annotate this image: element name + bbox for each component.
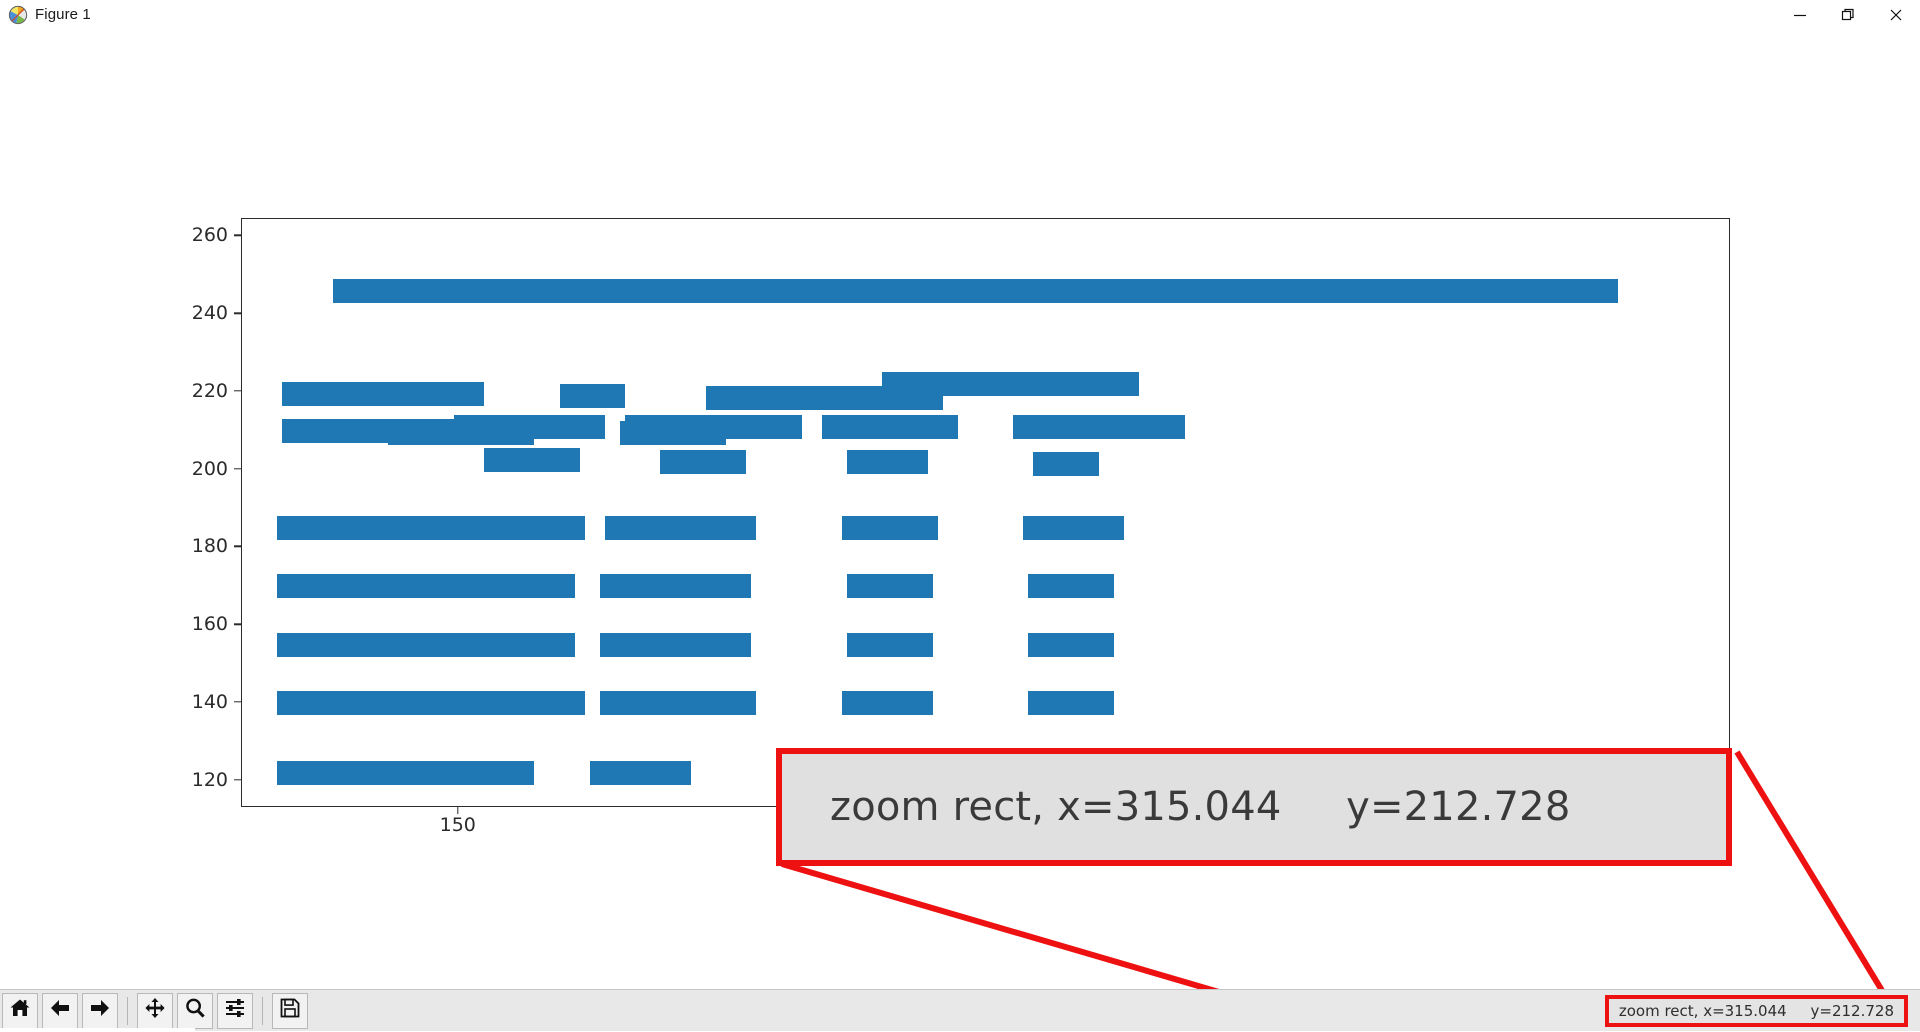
bar-segment	[1033, 452, 1099, 476]
pan-button[interactable]	[137, 993, 173, 1029]
bar-segment	[484, 516, 585, 540]
bar-segment	[822, 415, 958, 439]
bar-segment	[388, 421, 534, 445]
bar-segment	[706, 386, 943, 410]
toolbar-white-strip	[0, 1028, 195, 1032]
bar-segment	[282, 382, 484, 406]
home-button[interactable]	[2, 993, 38, 1029]
y-tick-label: 240	[192, 302, 228, 324]
bar-segment	[1028, 633, 1114, 657]
bar-segment	[560, 384, 626, 408]
y-tick-label: 200	[192, 458, 228, 480]
arrow-left-icon	[49, 997, 71, 1024]
window-title: Figure 1	[35, 6, 91, 23]
y-tick-label: 140	[192, 691, 228, 713]
bar-segment	[665, 574, 751, 598]
magnifier-icon	[184, 997, 206, 1024]
bar-segment	[1013, 415, 1184, 439]
bar-plot-area	[242, 219, 1729, 806]
y-tick-label: 220	[192, 380, 228, 402]
bar-segment	[660, 691, 756, 715]
y-tick-label: 180	[192, 535, 228, 557]
minimize-button[interactable]	[1776, 0, 1824, 30]
bar-segment	[1028, 574, 1114, 598]
configure-subplots-button[interactable]	[217, 993, 253, 1029]
y-tick-label: 160	[192, 613, 228, 635]
title-bar: Figure 1	[0, 0, 1920, 30]
bar-segment	[665, 516, 756, 540]
bar-segment	[847, 633, 933, 657]
bar-segment	[620, 421, 726, 445]
home-icon	[9, 997, 31, 1024]
y-tick-mark	[234, 468, 241, 469]
y-tick-mark	[234, 390, 241, 391]
back-button[interactable]	[42, 993, 78, 1029]
status-callout-text: zoom rect, x=315.044 y=212.728	[782, 784, 1570, 830]
y-tick-mark	[234, 701, 241, 702]
y-tick-mark	[234, 624, 241, 625]
bar-segment	[842, 691, 933, 715]
figure-canvas[interactable]: 260240220200180160140120150200250 zoom r…	[0, 30, 1920, 989]
y-tick-mark	[234, 546, 241, 547]
bar-segment	[484, 448, 580, 472]
maximize-button[interactable]	[1824, 0, 1872, 30]
status-callout-box: zoom rect, x=315.044 y=212.728	[776, 748, 1732, 866]
forward-button[interactable]	[82, 993, 118, 1029]
save-button[interactable]	[272, 993, 308, 1029]
bar-segment	[847, 450, 928, 474]
bar-segment	[484, 633, 575, 657]
close-button[interactable]	[1872, 0, 1920, 30]
arrow-right-icon	[89, 997, 111, 1024]
toolbar-separator-1	[127, 997, 128, 1025]
bar-segment	[1028, 691, 1114, 715]
bar-segment	[665, 633, 751, 657]
bar-segment	[393, 761, 534, 785]
bar-segment	[660, 450, 746, 474]
toolbar-separator-2	[262, 997, 263, 1025]
window-controls	[1776, 0, 1920, 30]
toolbar-status-readout: zoom rect, x=315.044 y=212.728	[1605, 995, 1908, 1027]
navigation-toolbar: zoom rect, x=315.044 y=212.728	[0, 989, 1920, 1031]
move-icon	[144, 997, 166, 1024]
bar-segment	[590, 761, 691, 785]
y-tick-label: 260	[192, 224, 228, 246]
y-tick-label: 120	[192, 769, 228, 791]
x-tick-mark	[457, 807, 458, 814]
sliders-icon	[224, 997, 246, 1024]
y-tick-mark	[234, 235, 241, 236]
y-tick-mark	[234, 779, 241, 780]
bar-segment	[333, 279, 1618, 303]
zoom-button[interactable]	[177, 993, 213, 1029]
matplotlib-icon	[8, 5, 28, 25]
x-tick-label: 150	[440, 814, 476, 836]
bar-segment	[1023, 516, 1124, 540]
bar-segment	[479, 691, 585, 715]
floppy-icon	[279, 997, 301, 1024]
bar-segment	[842, 516, 938, 540]
y-tick-mark	[234, 313, 241, 314]
bar-segment	[847, 574, 933, 598]
bar-segment	[484, 574, 575, 598]
plot-axes[interactable]	[241, 218, 1730, 807]
